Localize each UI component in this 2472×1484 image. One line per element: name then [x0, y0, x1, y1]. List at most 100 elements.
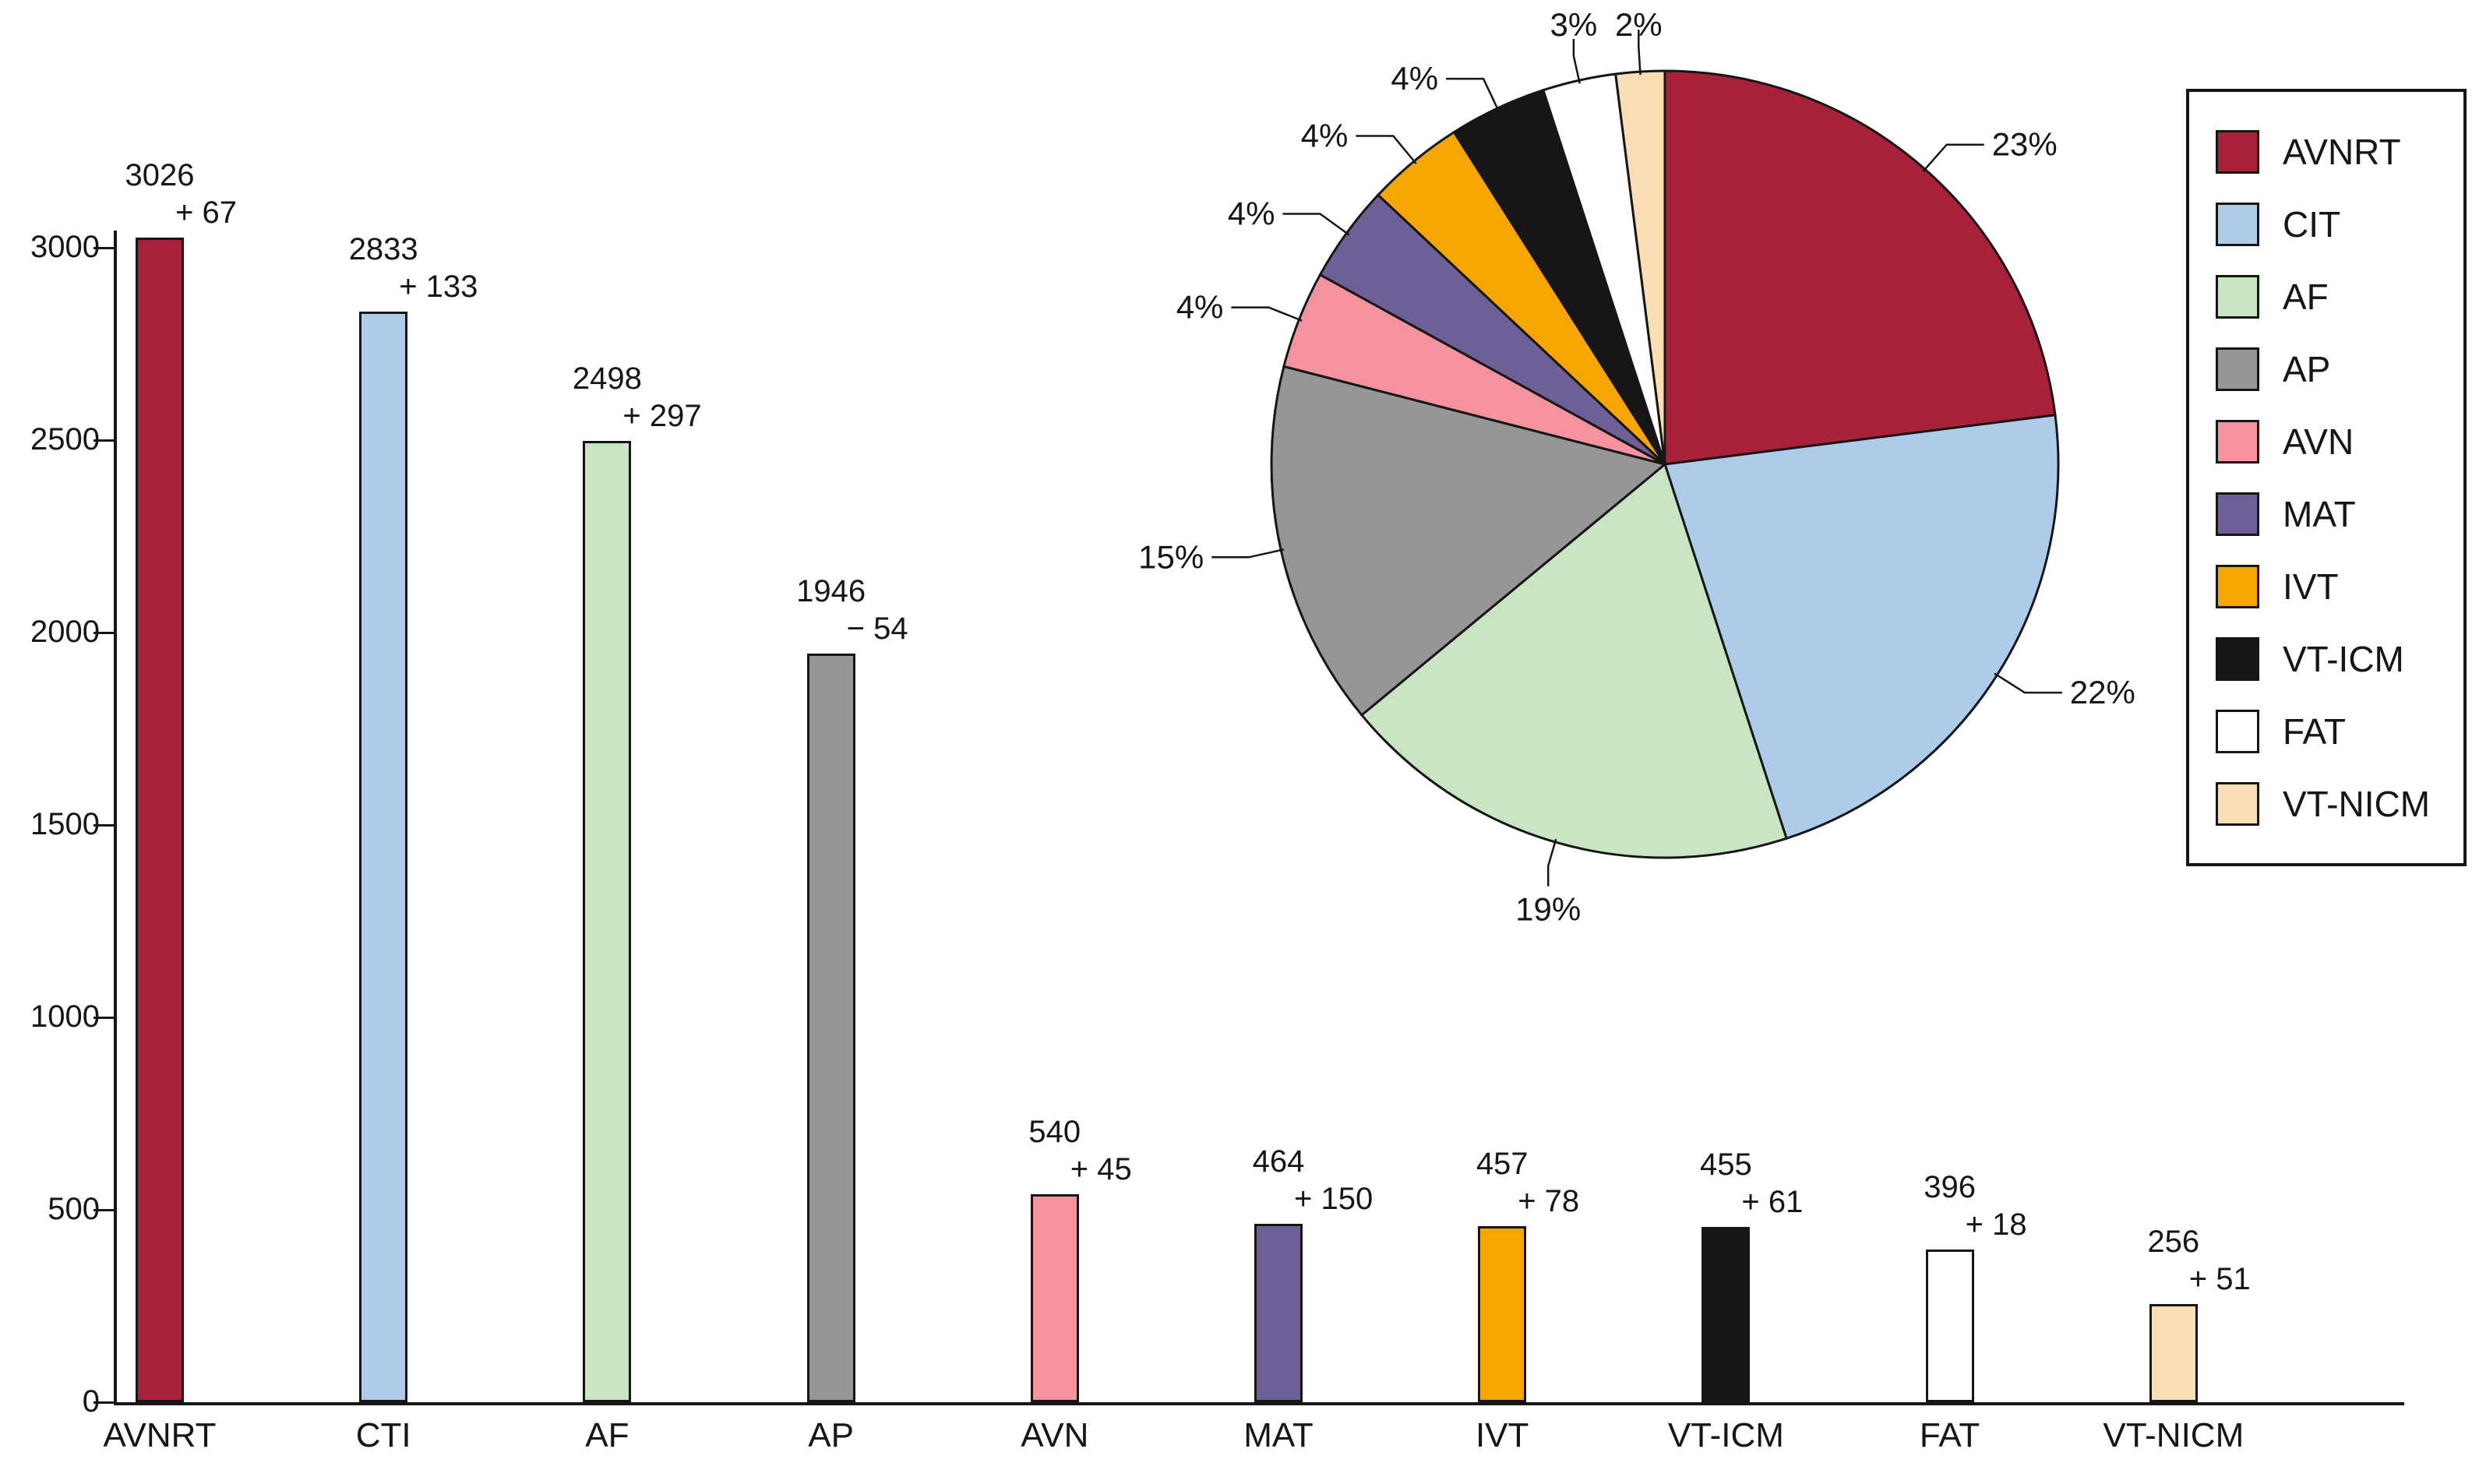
- bar-value-label-avnrt: 3026 + 67: [43, 157, 277, 231]
- x-axis-label-ivt: IVT: [1475, 1416, 1529, 1454]
- bar-vt-icm: [1701, 1227, 1751, 1402]
- y-tick-mark: [93, 439, 114, 442]
- legend-item-cit: CIT: [2216, 188, 2448, 260]
- x-axis-line: [114, 1402, 2404, 1405]
- bar-value-label-cti: 2833 + 133: [266, 231, 500, 305]
- legend-item-vt-nicm: VT-NICM: [2216, 767, 2448, 840]
- bar-delta-af: + 297: [622, 399, 702, 433]
- bar-delta-mat: + 150: [1294, 1182, 1374, 1216]
- y-tick-mark: [93, 247, 114, 249]
- legend-swatch-vt-nicm: [2216, 781, 2259, 826]
- pie-percent-label-af: 19%: [1515, 891, 1581, 928]
- pie-leader-line-ivt: [1356, 135, 1417, 164]
- bar-value-label-fat: 396 + 18: [1833, 1169, 2067, 1243]
- pie-leader-line-cit: [1994, 672, 2062, 694]
- pie-leader-line-vt-nicm: [1638, 30, 1642, 76]
- x-axis-label-avn: AVN: [1021, 1416, 1089, 1454]
- pie-percent-label-vt-nicm: 2%: [1615, 6, 1663, 43]
- legend-swatch-cit: [2216, 202, 2259, 246]
- bar-delta-ap: − 54: [846, 612, 908, 646]
- legend-label-cit: CIT: [2283, 203, 2341, 245]
- bar-delta-cti: + 133: [399, 270, 478, 304]
- legend: AVNRT CIT AF AP AVN MAT IVT VT-ICM FAT VT-NICM: [2186, 89, 2467, 866]
- x-axis-label-ap: AP: [808, 1416, 854, 1454]
- bar-value-label-ap: 1946 − 54: [714, 573, 948, 647]
- pie-leader-line-mat: [1282, 213, 1350, 236]
- y-tick-label: 0: [82, 1384, 100, 1419]
- legend-label-vt-icm: VT-ICM: [2283, 638, 2404, 679]
- bar-ivt: [1478, 1226, 1527, 1402]
- pie-leader-line-af: [1546, 838, 1557, 887]
- y-tick-mark: [93, 632, 114, 634]
- legend-swatch-mat: [2216, 492, 2259, 536]
- bar-value-vt-icm: 455: [1700, 1147, 1752, 1182]
- y-tick-label: 500: [48, 1192, 100, 1226]
- pie-leader-line-ap: [1211, 548, 1285, 559]
- legend-label-avn: AVN: [2283, 421, 2354, 462]
- bar-value-vt-nicm: 256: [2147, 1225, 2200, 1259]
- bar-value-cti: 2833: [348, 232, 418, 266]
- x-axis-label-vt-icm: VT-ICM: [1667, 1416, 1784, 1454]
- bar-delta-vt-icm: + 61: [1741, 1185, 1804, 1219]
- y-tick-label: 1500: [30, 807, 100, 841]
- legend-label-vt-nicm: VT-NICM: [2283, 783, 2431, 824]
- bar-value-label-mat: 464 + 150: [1162, 1143, 1395, 1218]
- bar-cti: [359, 312, 408, 1402]
- bar-vt-nicm: [2149, 1304, 2198, 1402]
- bar-delta-avn: + 45: [1070, 1152, 1132, 1186]
- x-axis-label-vt-nicm: VT-NICM: [2103, 1416, 2245, 1454]
- pie-leader-line-avnrt: [1922, 143, 1984, 173]
- legend-swatch-ap: [2216, 347, 2259, 391]
- legend-item-vt-icm: VT-ICM: [2216, 622, 2448, 695]
- legend-item-avnrt: AVNRT: [2216, 115, 2448, 188]
- legend-item-mat: MAT: [2216, 478, 2448, 550]
- y-tick-label: 2500: [30, 422, 100, 456]
- legend-item-ap: AP: [2216, 333, 2448, 405]
- bar-mat: [1254, 1224, 1303, 1402]
- x-axis-label-cti: CTI: [355, 1416, 411, 1454]
- y-tick-label: 1000: [30, 999, 100, 1034]
- bar-af: [583, 441, 632, 1402]
- pie-percent-label-fat: 3%: [1550, 6, 1598, 43]
- bar-value-avn: 540: [1028, 1115, 1081, 1149]
- x-axis-label-avnrt: AVNRT: [103, 1416, 217, 1454]
- bar-fat: [1925, 1250, 1974, 1402]
- bar-value-ap: 1946: [796, 574, 866, 608]
- pie-chart: 23% 22% 19% 15% 4% 4% 4% 4% 3% 2%: [1138, 6, 2135, 928]
- bar-value-avnrt: 3026: [125, 158, 195, 192]
- bar-value-label-af: 2498 + 297: [490, 360, 724, 435]
- y-tick-mark: [93, 1209, 114, 1211]
- legend-swatch-avnrt: [2216, 129, 2259, 174]
- bar-avn: [1030, 1194, 1079, 1402]
- bar-avnrt: [136, 238, 184, 1402]
- bar-value-label-vt-nicm: 256 + 51: [2057, 1223, 2290, 1298]
- bar-delta-vt-nicm: + 51: [2188, 1262, 2251, 1296]
- y-tick-mark: [93, 1401, 114, 1404]
- legend-swatch-avn: [2216, 419, 2259, 464]
- legend-swatch-ivt: [2216, 564, 2259, 608]
- legend-swatch-vt-icm: [2216, 636, 2259, 681]
- bar-ap: [806, 654, 855, 1402]
- legend-label-fat: FAT: [2283, 710, 2346, 752]
- pie-percent-label-ap: 15%: [1138, 538, 1204, 575]
- bar-value-label-vt-icm: 455 + 61: [1609, 1146, 1843, 1221]
- pie-leader-line-avn: [1231, 306, 1303, 322]
- pie-percent-label-avnrt: 23%: [1992, 126, 2058, 163]
- legend-label-ivt: IVT: [2283, 566, 2339, 607]
- pie-percent-label-avn: 4%: [1176, 289, 1224, 326]
- legend-label-mat: MAT: [2283, 493, 2356, 534]
- legend-item-fat: FAT: [2216, 695, 2448, 767]
- y-axis-line: [114, 231, 117, 1405]
- x-axis-label-af: AF: [585, 1416, 629, 1454]
- legend-label-avnrt: AVNRT: [2283, 131, 2401, 172]
- bar-delta-avnrt: + 67: [175, 196, 237, 230]
- legend-swatch-fat: [2216, 709, 2259, 753]
- pie-percent-label-mat: 4%: [1228, 196, 1275, 232]
- x-axis-label-fat: FAT: [1919, 1416, 1980, 1454]
- y-tick-label: 2000: [30, 615, 100, 649]
- legend-item-ivt: IVT: [2216, 550, 2448, 622]
- pie-percent-label-ivt: 4%: [1301, 118, 1349, 154]
- legend-label-af: AF: [2283, 276, 2329, 317]
- pie-percent-label-cit: 22%: [2070, 674, 2135, 710]
